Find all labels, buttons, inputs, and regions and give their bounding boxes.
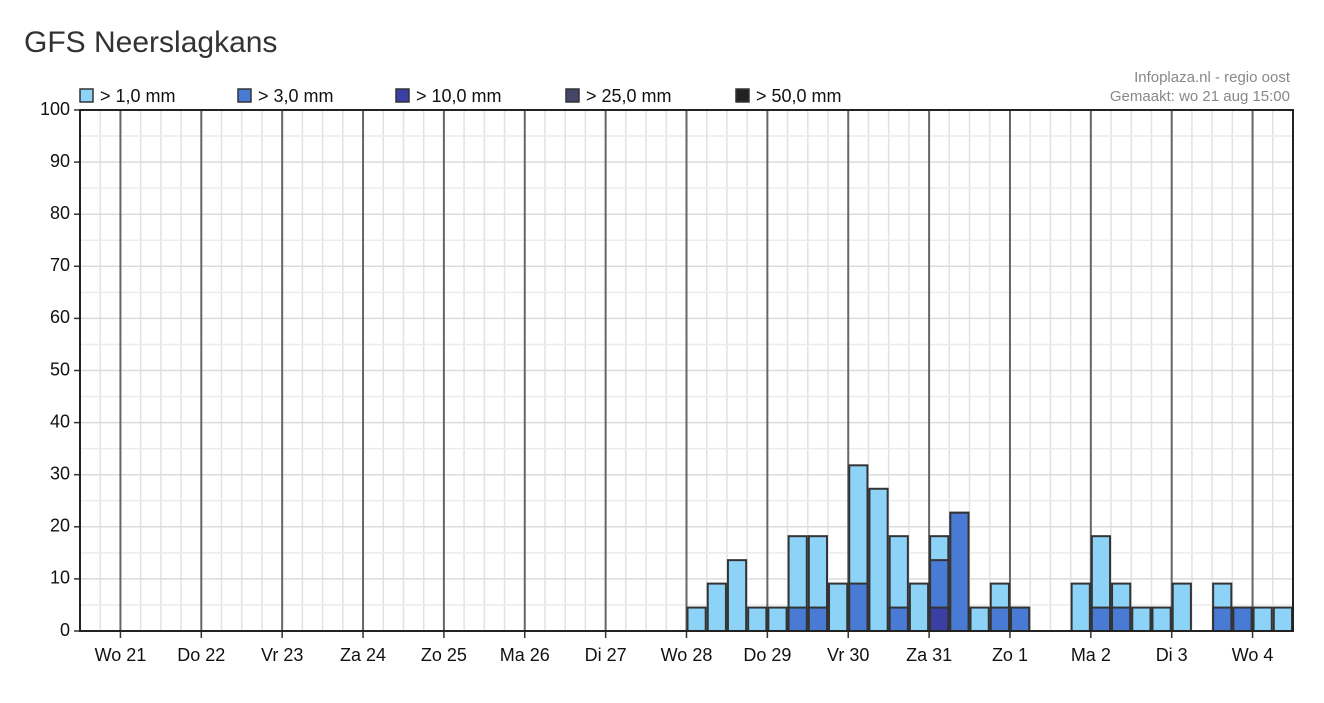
- x-tick-label: Wo 28: [661, 645, 713, 665]
- x-tick-label: Ma 2: [1071, 645, 1111, 665]
- source-note: Infoplaza.nl - regio oost: [1134, 69, 1291, 86]
- bar: [1252, 606, 1273, 632]
- legend-label: > 3,0 mm: [258, 86, 334, 106]
- bar: [807, 606, 829, 632]
- bar: [1151, 606, 1172, 632]
- x-tick-label: Do 22: [177, 645, 225, 665]
- bar: [989, 606, 1010, 632]
- x-tick-label: Wo 21: [95, 645, 147, 665]
- bar: [686, 606, 707, 632]
- x-tick-label: Zo 25: [421, 645, 467, 665]
- bar: [1171, 582, 1192, 632]
- bar: [1070, 582, 1091, 632]
- bar: [1111, 606, 1132, 632]
- legend-label: > 50,0 mm: [756, 86, 842, 106]
- bar: [1272, 606, 1293, 632]
- bar: [848, 582, 869, 632]
- legend-swatch: [565, 88, 580, 103]
- y-tick-label: 90: [50, 151, 70, 171]
- y-tick-label: 60: [50, 307, 70, 327]
- bar: [1009, 606, 1031, 632]
- x-tick-label: Di 3: [1156, 645, 1188, 665]
- y-tick-label: 20: [50, 516, 70, 536]
- legend-label: > 1,0 mm: [100, 86, 176, 106]
- bar: [767, 606, 788, 632]
- chart-title: GFS Neerslagkans: [24, 26, 277, 59]
- legend-swatch: [79, 88, 94, 103]
- x-tick-label: Za 31: [906, 645, 952, 665]
- x-tick-label: Wo 4: [1232, 645, 1274, 665]
- bar: [949, 511, 970, 632]
- bar: [1232, 606, 1253, 632]
- y-tick-label: 30: [50, 463, 70, 483]
- bar: [706, 582, 727, 632]
- x-tick-label: Zo 1: [992, 645, 1028, 665]
- legend-swatch: [395, 88, 410, 103]
- x-tick-label: Di 27: [585, 645, 627, 665]
- legend-swatch: [237, 88, 252, 103]
- x-tick-label: Ma 26: [500, 645, 550, 665]
- bar: [747, 606, 768, 632]
- bar: [726, 559, 748, 632]
- bar: [908, 582, 930, 632]
- bar: [868, 487, 889, 632]
- x-tick-label: Za 24: [340, 645, 386, 665]
- bar: [787, 606, 808, 632]
- y-tick-label: 80: [50, 203, 70, 223]
- x-tick-label: Vr 30: [827, 645, 869, 665]
- bar: [1212, 606, 1233, 632]
- y-tick-label: 10: [50, 568, 70, 588]
- y-tick-label: 70: [50, 255, 70, 275]
- plot-frame: [79, 109, 1294, 632]
- created-note: Gemaakt: wo 21 aug 15:00: [1110, 88, 1290, 105]
- bar: [828, 582, 849, 632]
- x-tick-label: Do 29: [743, 645, 791, 665]
- y-tick-label: 100: [40, 99, 70, 119]
- bar: [888, 606, 909, 632]
- legend-swatch: [735, 88, 750, 103]
- bar: [969, 606, 990, 632]
- y-tick-label: 0: [60, 620, 70, 640]
- legend-label: > 10,0 mm: [416, 86, 502, 106]
- legend-label: > 25,0 mm: [586, 86, 672, 106]
- bar: [1090, 606, 1112, 632]
- y-tick-label: 50: [50, 359, 70, 379]
- x-tick-label: Vr 23: [261, 645, 303, 665]
- bar: [929, 606, 950, 632]
- y-tick-label: 40: [50, 411, 70, 431]
- bar: [1131, 606, 1152, 632]
